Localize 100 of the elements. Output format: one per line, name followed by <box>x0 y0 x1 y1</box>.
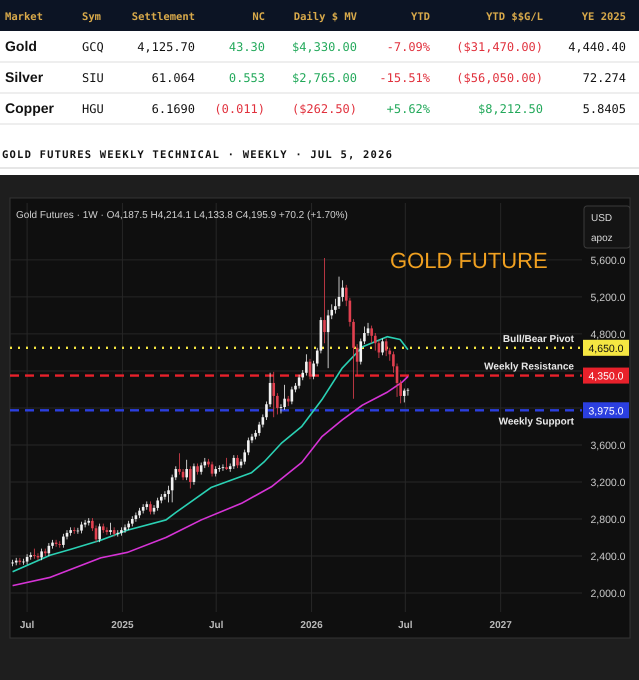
x-tick-label: 2025 <box>111 620 134 631</box>
text: ($56,050.00) <box>456 71 543 85</box>
candlestick <box>370 325 373 344</box>
ref-line-label: Weekly Resistance <box>484 362 574 373</box>
text: Copper <box>5 100 55 116</box>
candlestick <box>130 516 134 527</box>
candlestick <box>334 298 337 314</box>
text: apoz <box>591 233 613 244</box>
candlestick <box>36 552 40 561</box>
text: 61.064 <box>152 71 195 85</box>
candlestick <box>109 522 112 536</box>
candlestick <box>40 548 43 561</box>
y-tick-label: 2,800.0 <box>590 514 626 526</box>
x-tick-label: 2027 <box>490 620 512 631</box>
candlestick <box>363 326 366 345</box>
candlestick <box>305 354 308 376</box>
candlestick <box>98 523 101 543</box>
candlestick <box>185 459 188 481</box>
candlestick <box>189 466 192 489</box>
text: +5.62% <box>386 102 431 116</box>
candlestick <box>196 463 199 475</box>
ref-line-label: Weekly Support <box>498 416 575 428</box>
candlestick <box>178 452 181 475</box>
text: 72.274 <box>582 71 626 85</box>
candlestick <box>76 527 80 534</box>
candlestick <box>174 466 178 481</box>
candlestick <box>374 332 377 351</box>
candlestick <box>11 559 14 567</box>
text: 5.8405 <box>582 102 626 116</box>
text: Silver <box>5 69 44 85</box>
candlestick <box>344 284 348 307</box>
y-tick-label: 5,200.0 <box>590 292 626 304</box>
candlestick <box>308 358 312 380</box>
candlestick <box>200 462 202 475</box>
annotation: GOLD FUTURE <box>390 248 548 273</box>
candlestick <box>323 258 326 344</box>
text: GCQ <box>82 40 104 54</box>
y-tick-label: 4,800.0 <box>590 328 626 341</box>
candlestick <box>170 474 174 503</box>
text: USD <box>591 213 612 224</box>
text: $4,330.00 <box>292 40 357 54</box>
candlestick <box>298 374 300 389</box>
candlestick <box>381 338 384 356</box>
y-tick-label: 3,600.0 <box>590 440 626 452</box>
candlestick <box>26 554 28 565</box>
text: Gold <box>5 38 37 54</box>
text: 43.30 <box>228 40 265 54</box>
text: SIU <box>82 71 104 85</box>
candlestick <box>62 533 65 548</box>
candlestick <box>222 464 224 472</box>
candlestick <box>112 526 116 537</box>
candlestick <box>142 504 144 514</box>
text: 0.553 <box>228 71 265 85</box>
candlestick <box>243 449 246 465</box>
candlestick <box>149 501 152 515</box>
text: 3,975.0 <box>588 405 624 418</box>
candlestick <box>210 461 214 477</box>
candlestick <box>312 360 315 380</box>
candlestick <box>22 558 25 566</box>
y-tick-label: 5,600.0 <box>590 254 626 267</box>
text: 4,350.0 <box>588 370 624 383</box>
candlestick <box>258 421 261 436</box>
candlestick <box>341 280 344 302</box>
ref-line-label: Bull/Bear Pivot <box>502 334 575 345</box>
candlestick <box>182 468 184 481</box>
category-label: Settlement <box>132 11 195 23</box>
candlestick <box>254 430 257 440</box>
candlestick <box>240 458 242 469</box>
candlestick <box>301 370 304 381</box>
candlestick <box>378 340 380 358</box>
line-series <box>12 376 409 586</box>
candlestick <box>330 304 334 320</box>
text: 4,650.0 <box>588 342 624 355</box>
candlestick <box>225 458 228 470</box>
text: 4,440.40 <box>568 40 626 54</box>
y-tick-label: 3,200.0 <box>590 476 626 489</box>
candlestick <box>80 521 83 534</box>
text: $2,765.00 <box>292 71 357 85</box>
candlestick <box>134 512 138 522</box>
candlestick <box>247 437 250 456</box>
candlestick <box>54 539 58 548</box>
candlestick <box>204 458 206 469</box>
text: -15.51% <box>379 71 431 85</box>
y-tick-label: 2,400.0 <box>590 551 626 564</box>
candlestick <box>286 396 290 407</box>
candlestick <box>192 463 196 486</box>
candlestick <box>127 520 130 531</box>
text: (0.011) <box>214 102 265 116</box>
text: ($31,470.00) <box>456 40 543 54</box>
candlestick <box>388 347 392 362</box>
candlestick <box>283 384 286 410</box>
candlestick <box>167 485 170 503</box>
candlestick <box>102 523 105 534</box>
candlestick <box>250 433 254 444</box>
text: 4,125.70 <box>137 40 195 54</box>
x-tick-label: 2026 <box>300 620 324 631</box>
candlestick <box>402 388 406 403</box>
candlestick <box>326 309 330 369</box>
candlestick <box>276 392 279 415</box>
candlestick <box>152 504 156 515</box>
